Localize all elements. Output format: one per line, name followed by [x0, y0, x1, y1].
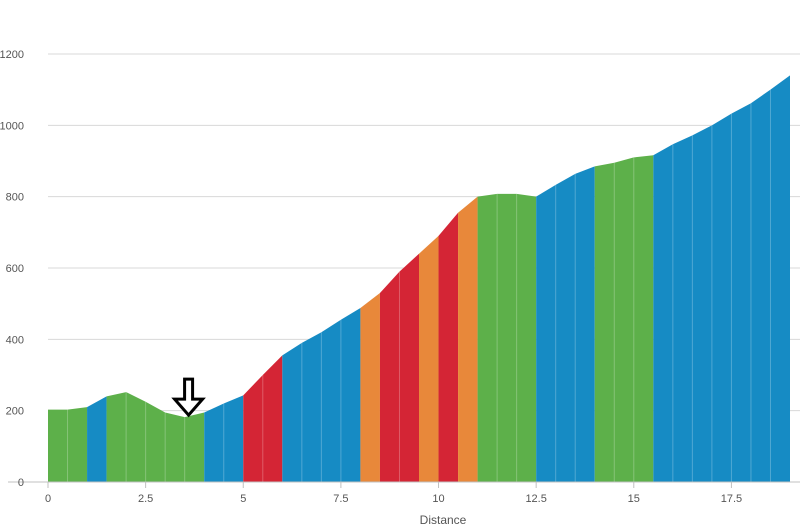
y-tick-label: 0	[18, 477, 24, 489]
y-tick-label: 800	[6, 192, 24, 204]
x-tick-label: 15	[628, 493, 640, 505]
y-tick-label: 600	[6, 263, 24, 275]
area-segment-very-steep	[438, 212, 459, 482]
axes	[8, 481, 800, 488]
down-arrow-icon	[171, 377, 206, 418]
x-tick-label: 17.5	[721, 493, 742, 505]
area-segment-moderate	[653, 75, 790, 483]
area-segment-gentle	[48, 407, 88, 482]
y-tick-label: 200	[6, 406, 24, 418]
area-segment-gentle	[594, 155, 654, 482]
position-marker	[171, 377, 206, 418]
area-segment-gentle	[477, 193, 537, 482]
area-segment-moderate	[536, 166, 595, 482]
x-tick-label: 2.5	[138, 493, 153, 505]
area-segment-moderate	[204, 395, 244, 482]
y-tick-label: 1000	[0, 120, 24, 132]
x-tick-label: 5	[240, 493, 246, 505]
y-axis-tick-labels: 0 200 400 600 800 1000 1200	[0, 49, 24, 489]
y-tick-label: 400	[6, 334, 24, 346]
area-segment-very-steep	[243, 355, 283, 482]
area-segment-moderate	[282, 307, 361, 482]
area-segment-very-steep	[379, 253, 419, 482]
x-axis-tick-labels: 0 2.5 5 7.5 10 12.5 15 17.5	[45, 493, 742, 505]
x-tick-label: 0	[45, 493, 51, 505]
y-tick-label: 1200	[0, 49, 24, 61]
elevation-area-segments	[48, 75, 790, 483]
x-tick-label: 12.5	[525, 493, 546, 505]
x-tick-label: 10	[432, 493, 444, 505]
x-tick-label: 7.5	[333, 493, 348, 505]
area-segment-steep	[360, 292, 380, 482]
area-segment-moderate	[87, 396, 107, 482]
area-segment-gentle	[106, 392, 205, 482]
area-segment-steep	[419, 235, 439, 482]
x-axis-title: Distance	[420, 513, 467, 527]
area-segment-steep	[458, 196, 478, 482]
